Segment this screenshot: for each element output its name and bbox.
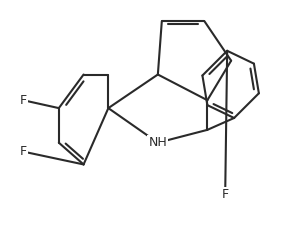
Text: F: F — [222, 188, 229, 201]
Text: F: F — [20, 145, 27, 158]
Text: NH: NH — [148, 136, 167, 149]
Text: F: F — [20, 94, 27, 107]
